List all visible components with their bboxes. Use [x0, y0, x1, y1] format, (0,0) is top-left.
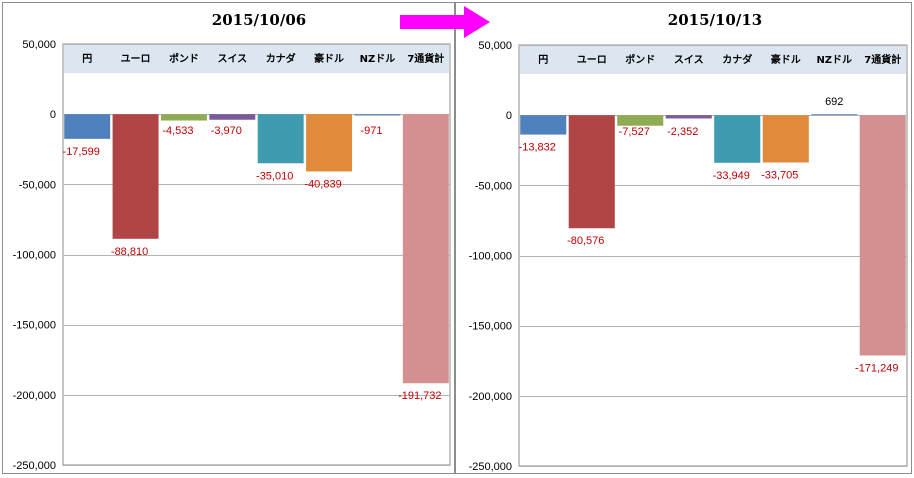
bar-chart-right: 2015/10/13 50,000 0 -50,000 -100,000 -150,000…	[469, 11, 908, 473]
data-label: 692	[825, 96, 843, 108]
data-label: -3,970	[211, 125, 242, 137]
bar	[209, 114, 256, 120]
y-tick-label: 0	[50, 109, 56, 121]
y-tick-label: -250,000	[469, 461, 512, 473]
data-label: -971	[360, 125, 382, 137]
bar	[160, 114, 207, 121]
arrow-shape	[400, 6, 490, 38]
y-tick-label: -50,000	[19, 179, 56, 191]
data-label: -171,249	[855, 362, 898, 374]
chart-title: 2015/10/13	[668, 11, 762, 29]
data-label: -88,810	[111, 246, 148, 258]
y-tick-label: -200,000	[13, 390, 56, 402]
category-label: NZドル	[360, 53, 396, 65]
category-label: ユーロ	[577, 55, 607, 66]
category-label: 7通貨計	[864, 53, 901, 66]
category-band	[520, 46, 906, 74]
bar	[520, 115, 567, 135]
bar	[354, 114, 401, 116]
category-label: スイス	[217, 53, 247, 65]
plot-area	[518, 44, 908, 467]
data-label: -13,832	[519, 142, 556, 154]
data-label: -33,705	[761, 169, 798, 181]
right-arrow-icon	[400, 6, 490, 38]
category-band	[64, 45, 449, 73]
bar	[859, 115, 906, 356]
category-label: ポンド	[169, 52, 199, 65]
y-tick-label: -200,000	[469, 391, 512, 403]
bar	[617, 115, 664, 126]
bar	[568, 115, 615, 229]
y-tick-label: 50,000	[478, 40, 512, 52]
category-label: 豪ドル	[771, 53, 801, 66]
bar	[811, 114, 858, 116]
bar	[306, 114, 353, 172]
bar-chart-left: 2015/10/06 50,000 0 -50,000 -100,000 -150,000…	[13, 11, 451, 472]
category-label: ユーロ	[121, 54, 151, 65]
y-tick-label: -250,000	[13, 460, 56, 472]
y-tick-label: -150,000	[469, 321, 512, 333]
chart-panel-left: 2015/10/06 50,000 0 -50,000 -100,000 -150,000…	[2, 2, 455, 474]
data-label: -35,010	[256, 170, 293, 182]
data-label: -40,839	[304, 178, 341, 190]
y-tick-label: 0	[506, 110, 512, 122]
bar	[64, 114, 111, 139]
category-label: スイス	[674, 54, 704, 66]
y-tick-label: 50,000	[22, 39, 56, 51]
category-label: カナダ	[722, 53, 752, 66]
y-tick-label: -150,000	[13, 320, 56, 332]
bar	[714, 115, 761, 163]
chart-panel-right: 2015/10/13 50,000 0 -50,000 -100,000 -150,000…	[455, 2, 912, 474]
data-label: -4,533	[162, 125, 193, 137]
bar	[762, 115, 809, 163]
category-label: 7通貨計	[407, 52, 444, 65]
category-label: NZドル	[816, 54, 852, 66]
chart-title: 2015/10/06	[212, 11, 306, 29]
category-label: カナダ	[266, 52, 296, 65]
data-label: -33,949	[713, 170, 750, 182]
bar	[112, 114, 159, 239]
category-label: 円	[82, 53, 92, 65]
bar	[402, 114, 449, 384]
bar	[257, 114, 304, 164]
category-label: 円	[538, 54, 548, 66]
y-tick-label: -50,000	[475, 180, 512, 192]
data-label: -2,352	[667, 126, 698, 138]
data-label: -7,527	[619, 126, 650, 138]
y-tick-label: -100,000	[13, 250, 56, 262]
data-label: -17,599	[63, 146, 100, 158]
data-label: -80,576	[567, 235, 604, 247]
y-tick-label: -100,000	[469, 251, 512, 263]
data-label: -191,732	[398, 390, 441, 402]
category-label: ポンド	[625, 53, 655, 66]
bar	[665, 115, 712, 119]
category-label: 豪ドル	[314, 52, 344, 65]
